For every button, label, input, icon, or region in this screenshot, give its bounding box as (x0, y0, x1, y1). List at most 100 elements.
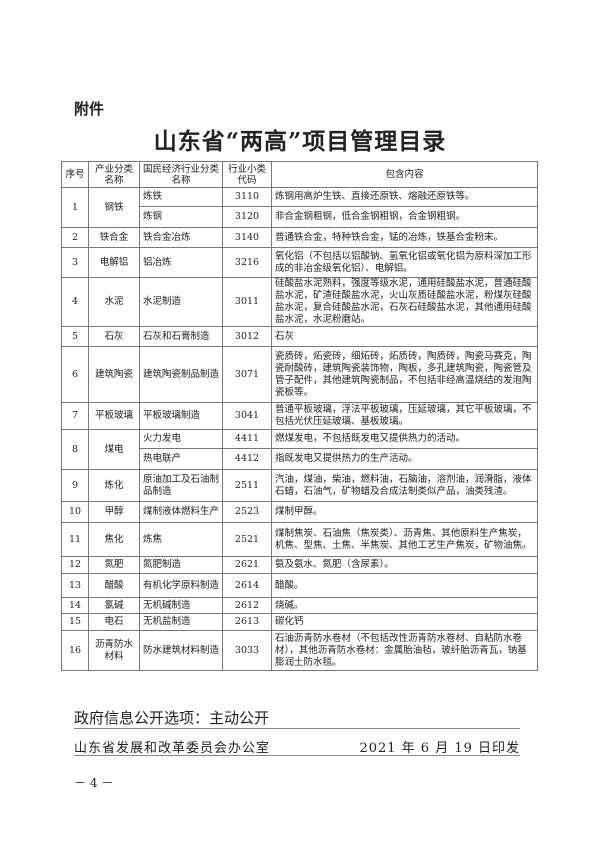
table-header-row: 序号 产业分类名称 国民经济行业分类名称 行业小类代码 包含内容 (61, 161, 538, 188)
cell-code: 3071 (222, 346, 272, 403)
cell-code: 3012 (222, 326, 272, 347)
cell-classification: 建筑陶瓷制品制造 (139, 346, 223, 403)
cell-code: 2521 (222, 522, 272, 557)
disclosure-option: 政府信息公开选项：主动公开 (74, 709, 270, 727)
project-catalog-table: 序号 产业分类名称 国民经济行业分类名称 行业小类代码 包含内容 1 钢铁 炼铁 31… (61, 161, 538, 671)
cell-industry: 甲醇 (88, 501, 140, 523)
cell-content: 普通铁合金，特种铁合金，锰的冶炼，铁基合金粉末。 (271, 227, 538, 248)
cell-industry: 石灰 (88, 326, 140, 347)
attachment-label: 附件 (74, 100, 105, 118)
table-row: 16 沥青防水材料 防水建筑材料制造 3033 石油沥青防水卷材（不包括改性沥青防水卷材… (61, 630, 538, 671)
cell-code: 3110 (222, 187, 272, 207)
cell-industry: 钢铁 (88, 187, 140, 228)
cell-industry: 氯碱 (88, 597, 140, 614)
cell-no: 16 (61, 630, 89, 671)
cell-content: 氨及氨水、氮肥（含尿素）。 (271, 556, 538, 574)
cell-no: 7 (61, 402, 89, 430)
cell-content: 石油沥青防水卷材（不包括改性沥青防水卷材、自粘防水卷材），其他沥青防水卷材：金属… (271, 630, 538, 671)
table-row: 4 水泥 水泥制造 3011 硅酸盐水泥熟料，强度等级水泥，通用硅酸盐水泥，普通硅酸盐水… (61, 277, 538, 327)
header-no: 序号 (61, 161, 89, 188)
cell-classification: 平板玻璃制造 (139, 402, 223, 430)
divider (74, 755, 520, 756)
cell-no: 10 (61, 501, 89, 523)
cell-industry: 沥青防水材料 (88, 630, 140, 671)
divider (74, 728, 520, 729)
cell-no: 13 (61, 573, 89, 598)
cell-content: 醋酸。 (271, 573, 538, 598)
table-row: 6 建筑陶瓷 建筑陶瓷制品制造 3071 瓷质砖，炻瓷砖，细炻砖，炻质砖，陶质砖，陶瓷马… (61, 346, 538, 403)
table-row: 8 煤电 火力发电 4411 燃煤发电，不包括既发电又提供热力的活动。 (61, 429, 538, 470)
cell-classification: 无机盐制造 (139, 613, 223, 631)
cell-code: 2523 (222, 501, 272, 523)
cell-no: 6 (61, 346, 89, 403)
table-row: 7 平板玻璃 平板玻璃制造 3041 普通平板玻璃，浮法平板玻璃，压延玻璃，其它平板玻璃… (61, 402, 538, 430)
cell-classification: 氮肥制造 (139, 556, 223, 574)
cell-no: 2 (61, 227, 89, 248)
cell-content: 碳化钙 (271, 613, 538, 631)
cell-industry: 醋酸 (88, 573, 140, 598)
cell-no: 12 (61, 556, 89, 574)
cell-industry: 焦化 (88, 522, 140, 557)
cell-code: 3011 (222, 277, 272, 327)
table-row: 9 炼化 原油加工及石油制品制造 2511 汽油，煤油，柴油，燃料油，石脑油，溶剂油，润… (61, 469, 538, 502)
cell-code: 4411 (222, 429, 272, 449)
cell-code: 2613 (222, 613, 272, 631)
cell-industry: 电石 (88, 613, 140, 631)
cell-no: 15 (61, 613, 89, 631)
table-row: 10 甲醇 煤制液体燃料生产 2523 煤制甲醇。 (61, 501, 538, 523)
cell-classification: 防水建筑材料制造 (139, 630, 223, 671)
cell-classification: 铝冶炼 (139, 247, 223, 278)
cell-content: 汽油，煤油，柴油，燃料油，石脑油，溶剂油，润滑脂，液体石蜡，石油气，矿物蜡及合成… (271, 469, 538, 502)
table-row: 15 电石 无机盐制造 2613 碳化钙 (61, 613, 538, 631)
cell-no: 9 (61, 469, 89, 502)
table-row: 13 醋酸 有机化学原料制造 2614 醋酸。 (61, 573, 538, 598)
table-row: 5 石灰 石灰和石膏制造 3012 石灰 (61, 326, 538, 347)
table-row: 11 焦化 炼焦 2521 煤制焦炭、石油焦（焦炭类）、沥青焦、其他原料生产焦炭，机焦、… (61, 522, 538, 557)
cell-industry: 建筑陶瓷 (88, 346, 140, 403)
cell-industry: 铁合金 (88, 227, 140, 248)
cell-content: 硅酸盐水泥熟料，强度等级水泥，通用硅酸盐水泥，普通硅酸盐水泥，矿渣硅酸盐水泥，火… (271, 277, 538, 327)
cell-classification: 铁合金冶炼 (139, 227, 223, 248)
cell-industry: 平板玻璃 (88, 402, 140, 430)
cell-classification: 有机化学原料制造 (139, 573, 223, 598)
header-classification: 国民经济行业分类名称 (139, 161, 223, 188)
cell-content: 普通平板玻璃，浮法平板玻璃，压延玻璃，其它平板玻璃，不包括光伏压延玻璃、基板玻璃… (271, 402, 538, 430)
cell-code: 3216 (222, 247, 272, 278)
cell-no: 1 (61, 187, 89, 228)
cell-content: 氧化铝（不包括以铝酸钠、氢氧化铝或氧化铝为原料深加工形成的非冶金级氧化铝）、电解… (271, 247, 538, 278)
table-row: 12 氮肥 氮肥制造 2621 氨及氨水、氮肥（含尿素）。 (61, 556, 538, 574)
cell-code: 3041 (222, 402, 272, 430)
header-code: 行业小类代码 (222, 161, 272, 188)
cell-content: 烧碱。 (271, 597, 538, 614)
cell-code: 3120 (222, 206, 272, 228)
cell-classification: 无机碱制造 (139, 597, 223, 614)
cell-classification: 炼钢 (139, 206, 223, 228)
cell-no: 5 (61, 326, 89, 347)
cell-code: 4412 (222, 448, 272, 470)
cell-code: 3140 (222, 227, 272, 248)
cell-classification: 火力发电 (139, 429, 223, 449)
cell-industry: 氮肥 (88, 556, 140, 574)
cell-no: 3 (61, 247, 89, 278)
table-row: 3 电解铝 铝冶炼 3216 氧化铝（不包括以铝酸钠、氢氧化铝或氧化铝为原料深加工形成的… (61, 247, 538, 278)
cell-content: 石灰 (271, 326, 538, 347)
cell-no: 11 (61, 522, 89, 557)
cell-content: 煤制焦炭、石油焦（焦炭类）、沥青焦、其他原料生产焦炭，机焦、型焦、土焦、半焦炭、… (271, 522, 538, 557)
cell-content: 瓷质砖，炻瓷砖，细炻砖，炻质砖，陶质砖，陶瓷马赛克，陶瓷耐酸砖，建筑陶瓷装饰物，… (271, 346, 538, 403)
cell-classification: 煤制液体燃料生产 (139, 501, 223, 523)
cell-content: 炼钢用高炉生铁、直接还原铁、熔融还原铁等。 (271, 187, 538, 207)
cell-code: 3033 (222, 630, 272, 671)
cell-classification: 炼铁 (139, 187, 223, 207)
table-row: 2 铁合金 铁合金冶炼 3140 普通铁合金，特种铁合金，锰的冶炼，铁基合金粉末。 (61, 227, 538, 248)
cell-no: 14 (61, 597, 89, 614)
issue-date: 2021 年 6 月 19 日印发 (359, 741, 520, 756)
cell-content: 燃煤发电，不包括既发电又提供热力的活动。 (271, 429, 538, 449)
table-row: 14 氯碱 无机碱制造 2612 烧碱。 (61, 597, 538, 614)
cell-classification: 热电联产 (139, 448, 223, 470)
cell-industry: 水泥 (88, 277, 140, 327)
cell-content: 非合金钢粗钢，低合金钢粗钢，合金钢粗钢。 (271, 206, 538, 228)
page-number: － 4 － (74, 776, 114, 790)
table-row: 炼钢 3120 非合金钢粗钢，低合金钢粗钢，合金钢粗钢。 (62, 206, 538, 228)
cell-code: 2621 (222, 556, 272, 574)
